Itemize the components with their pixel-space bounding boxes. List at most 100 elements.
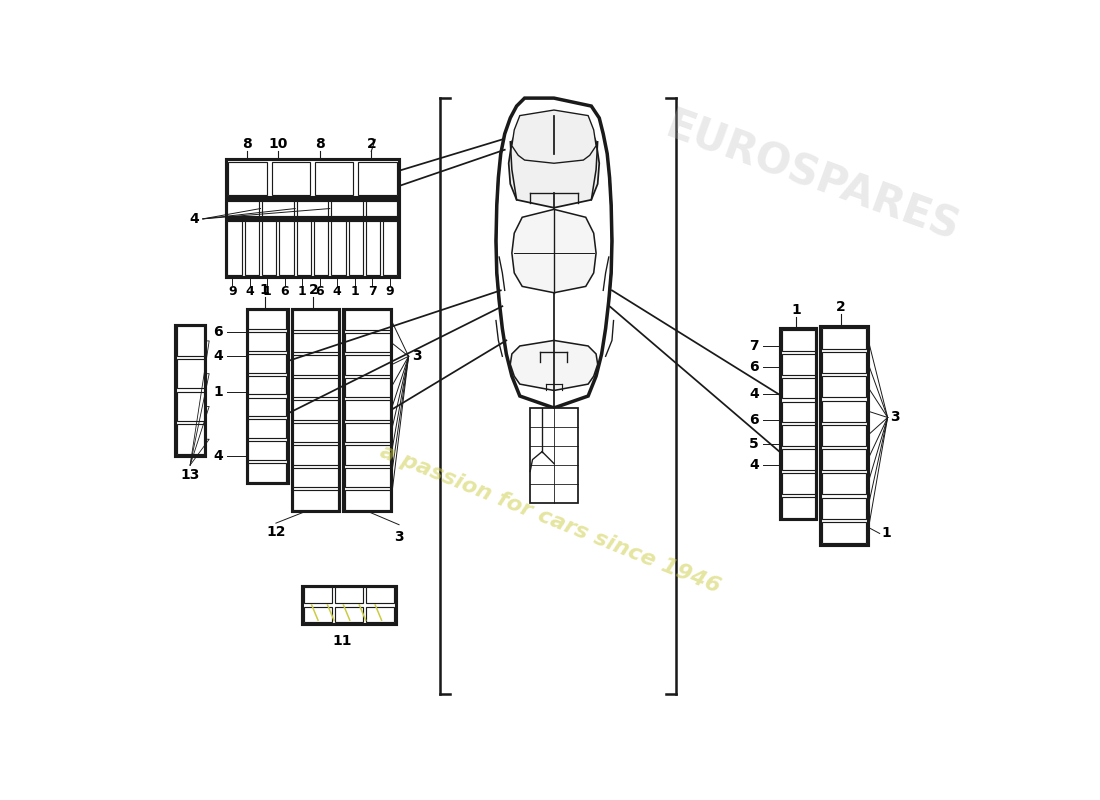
Bar xyxy=(782,330,815,350)
Bar xyxy=(822,352,866,373)
Text: 4: 4 xyxy=(189,212,199,226)
Text: 9: 9 xyxy=(228,285,236,298)
Text: 6: 6 xyxy=(316,285,323,298)
Bar xyxy=(294,400,338,419)
Bar xyxy=(175,325,206,456)
Bar xyxy=(782,354,815,374)
Bar xyxy=(336,587,363,603)
Bar xyxy=(249,398,286,416)
Polygon shape xyxy=(496,98,612,408)
Text: 7: 7 xyxy=(749,339,759,353)
Bar xyxy=(821,326,868,545)
Text: 1: 1 xyxy=(791,302,801,317)
Bar xyxy=(331,222,345,275)
Bar xyxy=(345,468,389,487)
Bar xyxy=(249,332,286,350)
Bar xyxy=(272,162,310,195)
Bar xyxy=(336,606,363,622)
Polygon shape xyxy=(510,341,597,390)
Bar xyxy=(226,220,399,277)
Bar xyxy=(177,425,204,454)
Bar xyxy=(177,326,204,356)
Bar xyxy=(822,449,866,470)
Text: 7: 7 xyxy=(367,285,376,298)
Bar xyxy=(782,402,815,422)
Bar xyxy=(359,162,397,195)
Bar xyxy=(294,490,338,510)
Text: 1: 1 xyxy=(263,285,272,298)
Bar xyxy=(249,310,286,329)
Bar xyxy=(315,222,328,275)
Bar xyxy=(262,222,276,275)
Bar xyxy=(366,587,394,603)
Bar xyxy=(177,359,204,389)
Bar xyxy=(366,222,381,275)
Bar xyxy=(383,222,397,275)
Polygon shape xyxy=(508,115,600,208)
Bar xyxy=(822,376,866,398)
Text: 6: 6 xyxy=(749,413,759,427)
Text: 12: 12 xyxy=(266,525,286,538)
Bar xyxy=(366,606,394,622)
Bar xyxy=(302,586,396,624)
Text: 1: 1 xyxy=(350,285,359,298)
Text: EUROSPARES: EUROSPARES xyxy=(660,105,965,250)
Text: 4: 4 xyxy=(213,350,222,363)
Bar xyxy=(249,376,286,394)
Bar xyxy=(228,222,242,275)
Text: 1: 1 xyxy=(213,385,222,399)
Text: 10: 10 xyxy=(268,138,288,151)
Bar xyxy=(294,468,338,487)
Bar xyxy=(345,400,389,419)
Bar xyxy=(228,202,258,216)
Bar xyxy=(294,333,338,352)
Polygon shape xyxy=(512,110,596,163)
Bar xyxy=(366,202,397,216)
Bar xyxy=(245,222,258,275)
Bar xyxy=(782,497,815,518)
Text: 1: 1 xyxy=(881,526,891,541)
Bar xyxy=(780,329,816,519)
Bar xyxy=(343,309,392,511)
Bar xyxy=(345,310,389,330)
Bar xyxy=(530,408,578,503)
Bar xyxy=(822,498,866,518)
Text: 4: 4 xyxy=(213,449,222,462)
Text: 9: 9 xyxy=(385,285,394,298)
Text: 5: 5 xyxy=(749,437,759,450)
Text: 4: 4 xyxy=(749,386,759,401)
Text: 11: 11 xyxy=(332,634,352,647)
Bar xyxy=(226,200,399,218)
Text: 1: 1 xyxy=(298,285,307,298)
Bar xyxy=(315,162,353,195)
Bar xyxy=(304,606,332,622)
Bar xyxy=(822,328,866,349)
Text: 3: 3 xyxy=(890,410,900,425)
Text: 8: 8 xyxy=(315,138,324,151)
Bar xyxy=(246,309,288,483)
Text: 3: 3 xyxy=(412,350,422,363)
Bar xyxy=(822,522,866,543)
Bar xyxy=(345,422,389,442)
Bar xyxy=(177,392,204,422)
Bar xyxy=(294,355,338,374)
Text: 6: 6 xyxy=(213,326,222,339)
Text: 2: 2 xyxy=(836,300,846,314)
Bar xyxy=(782,450,815,470)
Bar xyxy=(249,419,286,438)
Bar xyxy=(304,587,332,603)
Bar xyxy=(249,442,286,460)
Bar xyxy=(279,222,294,275)
Bar xyxy=(822,401,866,422)
Text: 4: 4 xyxy=(332,285,341,298)
Bar xyxy=(294,446,338,465)
Bar xyxy=(297,202,328,216)
Text: a passion for cars since 1946: a passion for cars since 1946 xyxy=(377,442,723,597)
Bar xyxy=(822,425,866,446)
Bar xyxy=(782,378,815,398)
Bar xyxy=(345,355,389,374)
Bar xyxy=(345,446,389,465)
Bar xyxy=(226,159,399,198)
Bar xyxy=(292,309,340,511)
Bar xyxy=(782,473,815,494)
